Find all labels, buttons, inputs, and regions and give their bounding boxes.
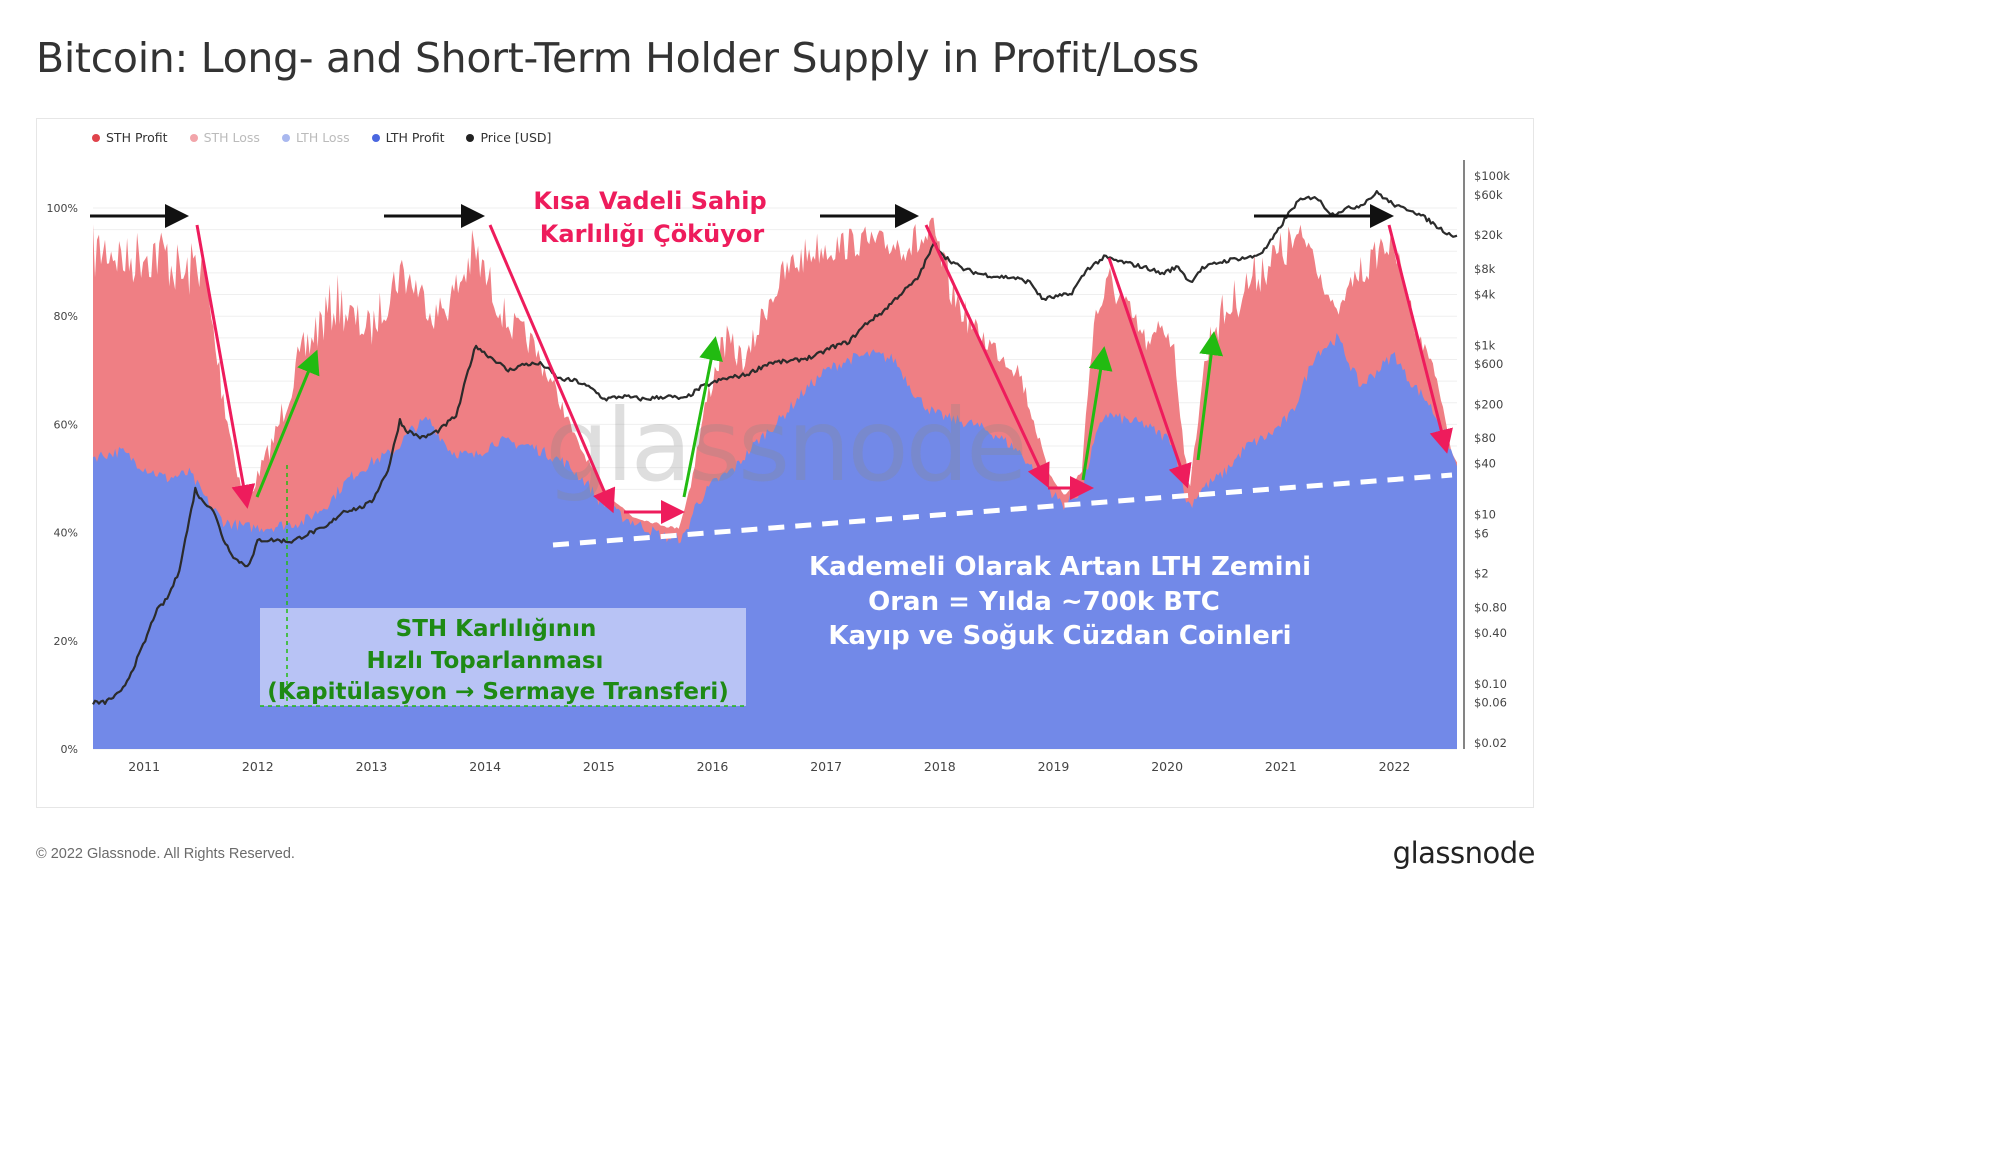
recovery-arrow <box>1081 346 1113 481</box>
annotation-box <box>260 608 746 706</box>
y-right-tick-label: $1k <box>1474 338 1496 352</box>
legend-label: STH Loss <box>203 130 260 145</box>
lth-floor-dashed-line <box>552 472 1453 548</box>
y-right-tick-label: $100k <box>1474 169 1510 183</box>
x-tick-label: 2018 <box>924 759 956 774</box>
price-series <box>92 190 1458 705</box>
x-tick-label: 2015 <box>583 759 615 774</box>
green-box-line: Hızlı Toparlanması <box>367 648 604 674</box>
y-left-tick-label: 0% <box>61 743 78 756</box>
white-note-line: Oran = Yılda ~700k BTC <box>868 587 1220 617</box>
x-tick-label: 2017 <box>810 759 842 774</box>
white-note-line: Kayıp ve Soğuk Cüzdan Coinleri <box>828 621 1291 651</box>
axes: 2011 2012 2013 2014 2015 2016 2017 2018 2019 2020… <box>47 160 1510 774</box>
y-right-tick-label: $6 <box>1474 526 1489 540</box>
y-left-tick-label: 40% <box>54 527 78 540</box>
decline-arrow <box>1387 224 1453 454</box>
recovery-arrow <box>255 349 320 498</box>
y-right-tick-label: $0.80 <box>1474 600 1507 614</box>
white-note-line: Kademeli Olarak Artan LTH Zemini <box>809 552 1311 582</box>
x-tick-label: 2021 <box>1265 759 1297 774</box>
legend-label: LTH Profit <box>385 130 445 145</box>
legend-swatch <box>189 133 198 142</box>
y-right-tick-label: $4k <box>1474 287 1496 301</box>
recovery-arrow <box>1196 331 1224 461</box>
copyright-text: © 2022 Glassnode. All Rights Reserved. <box>36 846 295 862</box>
x-tick-label: 2014 <box>469 759 501 774</box>
y-right-tick-label: $60k <box>1474 188 1503 202</box>
y-right-tick-label: $80 <box>1474 431 1496 445</box>
y-right-tick-label: $20k <box>1474 228 1503 242</box>
legend-swatch <box>281 133 290 142</box>
decline-arrow <box>195 224 256 509</box>
x-tick-label: 2019 <box>1038 759 1070 774</box>
legend-label: LTH Loss <box>295 130 350 145</box>
legend-label: Price [USD] <box>480 130 552 145</box>
y-right-tick-label: $40 <box>1474 457 1496 471</box>
y-right-tick-label: $0.40 <box>1474 626 1507 640</box>
red-title-line: Kısa Vadeli Sahip <box>533 187 766 215</box>
x-tick-label: 2016 <box>697 759 729 774</box>
legend-item[interactable]: Price [USD] <box>466 130 551 145</box>
y-right-tick-label: $8k <box>1474 262 1496 276</box>
y-right-tick-label: $2 <box>1474 567 1489 581</box>
y-right-tick-label: $200 <box>1474 397 1503 411</box>
y-left-tick-label: 100% <box>47 202 78 215</box>
y-left-tick-label: 20% <box>54 635 78 648</box>
watermark: glassnode <box>545 387 1024 504</box>
legend-label: STH Profit <box>106 130 168 145</box>
green-box-line: (Kapitülasyon → Sermaye Transferi) <box>267 679 728 705</box>
x-tick-label: 2022 <box>1379 759 1411 774</box>
y-right-tick-label: $0.02 <box>1474 736 1507 750</box>
y-right-tick-label: $600 <box>1474 357 1503 371</box>
legend-item[interactable]: STH Loss <box>189 130 260 145</box>
x-tick-label: 2013 <box>356 759 388 774</box>
page-title: Bitcoin: Long- and Short-Term Holder Sup… <box>36 34 1200 82</box>
x-tick-label: 2012 <box>242 759 274 774</box>
x-tick-label: 2011 <box>128 759 160 774</box>
legend-item[interactable]: LTH Loss <box>281 130 350 145</box>
chart-frame <box>36 118 1534 808</box>
y-right-tick-label: $0.06 <box>1474 696 1507 710</box>
x-tick-label: 2020 <box>1151 759 1183 774</box>
decline-arrow <box>488 224 616 514</box>
decline-arrow <box>1107 257 1192 489</box>
chart-legend: STH Profit STH Loss LTH Loss LTH Profit Pric… <box>92 130 551 145</box>
legend-item[interactable]: STH Profit <box>92 130 168 145</box>
price-line <box>92 190 1458 705</box>
red-title-line: Karlılığı Çöküyor <box>540 220 765 248</box>
glassnode-logo[interactable]: glassnode <box>1392 836 1536 870</box>
annotation-labels: Kısa Vadeli Sahip Karlılığı Çöküyor Kademe… <box>267 187 1311 705</box>
y-right-tick-label: $0.10 <box>1474 677 1507 691</box>
decline-arrow <box>924 224 1050 489</box>
y-right-tick-label: $10 <box>1474 508 1496 522</box>
chart-svg: glassnode 2011 2012 2013 2014 2015 2016 2017 20… <box>47 160 1510 774</box>
legend-swatch <box>466 133 475 142</box>
green-box-line: STH Karlılığının <box>396 616 597 642</box>
annotations <box>90 204 1453 707</box>
recovery-arrow <box>682 336 723 498</box>
legend-item[interactable]: LTH Profit <box>371 130 445 145</box>
legend-swatch <box>92 133 100 142</box>
y-left-tick-label: 60% <box>54 418 78 431</box>
legend-swatch <box>371 133 380 142</box>
y-left-tick-label: 80% <box>54 310 78 323</box>
